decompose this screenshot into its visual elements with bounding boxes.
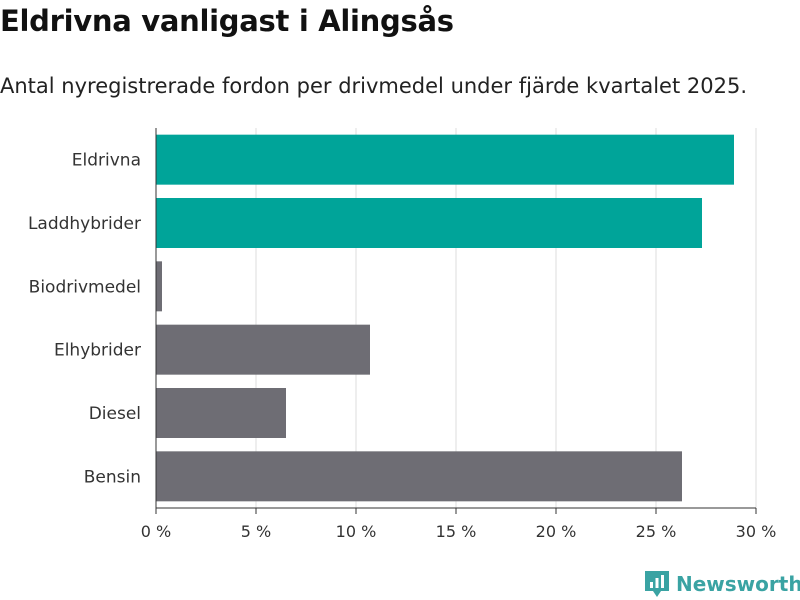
brand-label: Newsworthy <box>676 572 800 596</box>
bar-eldrivna <box>156 134 734 185</box>
bar-chart: Eldrivna Laddhybrider Biodrivmedel Elhybrid… <box>28 128 777 541</box>
x-tick-label: 5 % <box>241 522 271 541</box>
x-tick-label: 15 % <box>436 522 477 541</box>
newsworthy-logo-icon <box>645 571 669 597</box>
chart-subtitle: Antal nyregistrerade fordon per drivmede… <box>0 74 748 98</box>
category-label: Eldrivna <box>72 151 141 171</box>
brand-logo: Newsworthy <box>644 570 800 598</box>
x-tick-label: 30 % <box>736 522 777 541</box>
x-tick-label: 25 % <box>636 522 677 541</box>
x-tick-label: 20 % <box>536 522 577 541</box>
bar-laddhybrider <box>156 198 702 248</box>
x-tick-label: 0 % <box>141 522 171 541</box>
bar-elhybrider <box>156 324 370 375</box>
category-label: Diesel <box>89 404 141 424</box>
bar-bensin <box>156 451 682 502</box>
category-label: Bensin <box>84 467 141 487</box>
bar-diesel <box>156 388 286 438</box>
x-tick-label: 10 % <box>336 522 377 541</box>
category-label: Laddhybrider <box>28 214 141 234</box>
category-label: Biodrivmedel <box>29 277 141 297</box>
category-label: Elhybrider <box>54 341 141 361</box>
bar-biodrivmedel <box>156 261 162 312</box>
chart-title: Eldrivna vanligast i Alingsås <box>0 4 454 38</box>
